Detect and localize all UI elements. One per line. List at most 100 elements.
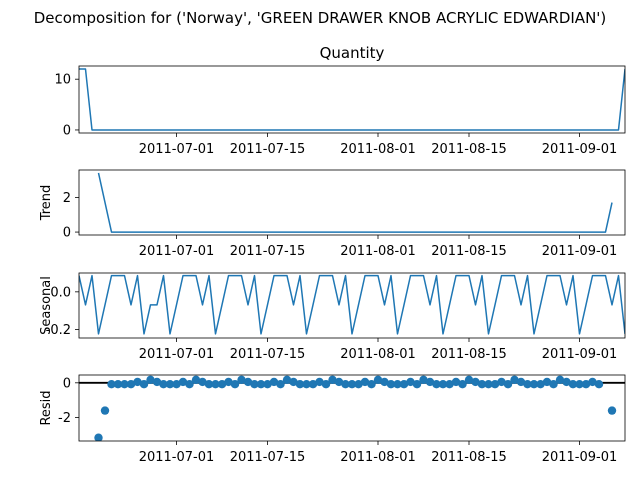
- plot-area: [79, 274, 625, 335]
- resid-point: [445, 380, 454, 389]
- resid-point: [269, 377, 279, 387]
- resid-point: [289, 377, 298, 387]
- x-tick-label: 2011-08-01: [340, 347, 416, 362]
- resid-point: [178, 377, 188, 387]
- figure-title: Decomposition for ('Norway', 'GREEN DRAW…: [34, 9, 607, 27]
- resid-point: [451, 377, 461, 387]
- resid-point: [490, 380, 500, 389]
- resid-point: [354, 380, 363, 389]
- y-tick-label: -0.2: [46, 323, 71, 338]
- axes-frame: [78, 374, 626, 442]
- series-line-seasonal: [79, 274, 625, 335]
- x-tick-label: 2011-09-01: [542, 347, 618, 362]
- resid-point: [243, 377, 253, 387]
- resid-point: [399, 380, 409, 389]
- resid-point: [107, 380, 116, 389]
- resid-point: [484, 380, 493, 389]
- x-tick-label: 2011-09-01: [542, 142, 618, 157]
- x-tick-label: 2011-07-15: [230, 244, 306, 259]
- y-axis-label: Resid: [39, 390, 54, 425]
- resid-point: [341, 380, 350, 389]
- resid-point: [211, 380, 220, 389]
- x-tick-label: 2011-08-15: [431, 347, 507, 362]
- y-tick-label: 2: [63, 191, 71, 206]
- resid-point: [523, 380, 532, 389]
- x-tick-label: 2011-08-01: [340, 142, 416, 157]
- resid-point: [542, 377, 552, 387]
- resid-point: [152, 377, 162, 387]
- resid-point: [263, 380, 272, 389]
- y-tick-label: 10: [54, 73, 71, 88]
- x-tick-label: 2011-09-01: [542, 244, 618, 259]
- x-tick-label: 2011-07-01: [139, 347, 215, 362]
- resid-point: [386, 380, 396, 389]
- x-tick-label: 2011-07-15: [230, 142, 306, 157]
- resid-point: [217, 380, 227, 389]
- y-tick-label: 0.0: [50, 285, 71, 300]
- resid-point: [419, 375, 428, 385]
- panels-group: Quantity 0 10 2011-07-01 2011-07-15 2011-08-0…: [39, 44, 626, 465]
- resid-point: [146, 375, 155, 385]
- resid-point: [204, 380, 214, 389]
- series-line-trend: [97, 172, 613, 233]
- panel-trend: Trend 0 2 2011-07-01 2011-07-15 2011-08-01 201…: [39, 169, 626, 259]
- resid-point: [438, 380, 448, 389]
- axes-frame: [78, 169, 626, 236]
- resid-point: [607, 406, 617, 415]
- resid-point: [406, 377, 415, 387]
- resid-point: [302, 380, 311, 389]
- resid-point: [159, 380, 168, 389]
- resid-point: [503, 380, 513, 389]
- resid-point: [126, 380, 136, 389]
- resid-point: [120, 380, 129, 389]
- resid-point: [328, 375, 337, 385]
- resid-point: [185, 380, 194, 389]
- x-tick-label: 2011-08-01: [340, 450, 416, 465]
- resid-point: [256, 380, 266, 389]
- resid-point: [562, 377, 571, 387]
- panel-observed: Quantity 0 10 2011-07-01 2011-07-15 2011-08-0…: [54, 44, 626, 157]
- y-axis-label: Trend: [39, 185, 54, 222]
- resid-point: [191, 375, 201, 385]
- axes-frame: [78, 272, 626, 339]
- panel-title: Quantity: [320, 44, 385, 62]
- resid-point: [334, 377, 344, 387]
- x-tick-label: 2011-09-01: [542, 450, 618, 465]
- resid-point: [412, 380, 422, 389]
- resid-point: [458, 380, 467, 389]
- resid-point: [295, 380, 305, 389]
- y-axis-label: Seasonal: [39, 276, 54, 335]
- resid-point: [471, 377, 480, 387]
- x-tick-label: 2011-07-15: [230, 450, 306, 465]
- resid-point: [100, 406, 110, 415]
- resid-point: [308, 380, 318, 389]
- resid-point: [282, 375, 292, 385]
- resid-point: [497, 377, 506, 387]
- x-tick-label: 2011-08-15: [431, 142, 507, 157]
- resid-point: [198, 377, 207, 387]
- x-tick-label: 2011-08-01: [340, 244, 416, 259]
- resid-point: [315, 377, 324, 387]
- resid-point: [172, 380, 181, 389]
- y-tick-label: 0: [63, 123, 71, 138]
- x-tick-label: 2011-08-15: [431, 450, 507, 465]
- x-tick-label: 2011-07-01: [139, 142, 215, 157]
- resid-point: [165, 380, 175, 389]
- resid-point: [594, 380, 604, 389]
- resid-point: [575, 380, 584, 389]
- series-line-observed: [79, 68, 625, 131]
- resid-point: [464, 375, 474, 385]
- resid-point: [224, 377, 233, 387]
- resid-point: [549, 380, 558, 389]
- resid-point: [237, 375, 246, 385]
- x-tick-label: 2011-07-15: [230, 347, 306, 362]
- resid-point: [380, 377, 389, 387]
- resid-point: [536, 380, 545, 389]
- resid-point: [373, 375, 383, 385]
- resid-point: [360, 377, 370, 387]
- resid-point: [477, 380, 487, 389]
- plot-area: [97, 172, 613, 233]
- panel-resid: Resid 0 -2 2011-07-01 2011-07-15 2011-08-01 20…: [39, 374, 626, 465]
- resid-point: [367, 380, 376, 389]
